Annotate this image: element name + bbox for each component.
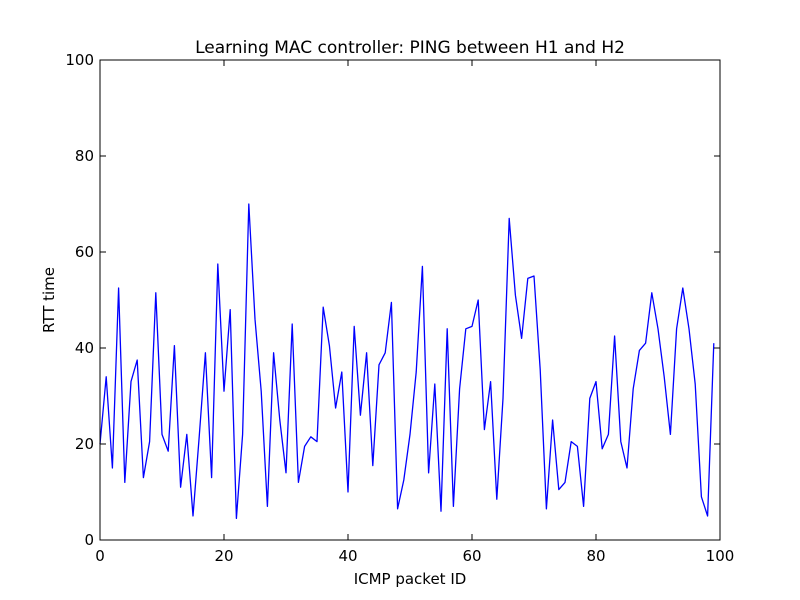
x-tick-label: 40	[338, 547, 357, 565]
y-tick-label: 100	[65, 51, 94, 69]
y-tick-label: 20	[75, 435, 94, 453]
y-tick-label: 80	[75, 147, 94, 165]
y-tick-label: 0	[84, 531, 94, 549]
series-layer	[99, 203, 715, 520]
x-tick-label: 80	[586, 547, 605, 565]
x-tick-label: 100	[706, 547, 735, 565]
plot-frame	[99, 59, 721, 541]
x-tick-label: 20	[214, 547, 233, 565]
ticks-layer: 0 20 40 60 80 100 0 20 40 60 80 100	[65, 51, 734, 565]
y-tick-label: 60	[75, 243, 94, 261]
y-tick-label: 40	[75, 339, 94, 357]
chart-title: Learning MAC controller: PING between H1…	[195, 38, 625, 58]
y-axis-label: RTT time	[40, 267, 58, 333]
x-tick-label: 60	[462, 547, 481, 565]
x-tick-label: 0	[95, 547, 105, 565]
series-line-0	[99, 203, 715, 520]
x-axis-label: ICMP packet ID	[354, 570, 467, 588]
